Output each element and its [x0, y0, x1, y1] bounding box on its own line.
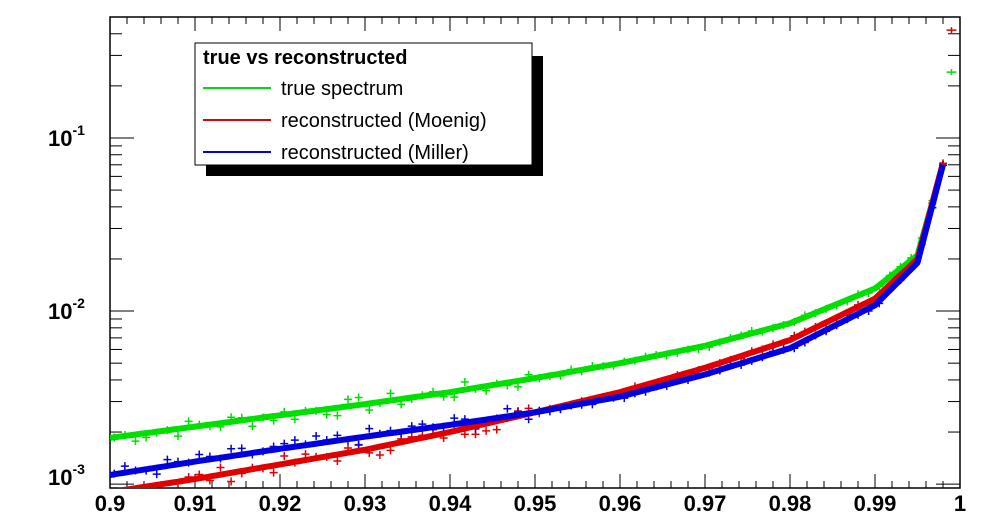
data-point [514, 382, 522, 391]
data-point [248, 422, 257, 431]
data-point [354, 393, 363, 402]
data-point [184, 417, 193, 426]
data-point [386, 446, 395, 455]
data-point [503, 404, 512, 413]
data-point [450, 414, 459, 423]
data-point [333, 456, 342, 465]
data-point [269, 468, 278, 477]
data-point [386, 389, 395, 398]
y-tick-label: 10-3 [48, 461, 85, 490]
y-tick-label: 10-1 [48, 122, 85, 151]
data-point [354, 440, 363, 449]
x-tick-label: 0.98 [769, 491, 812, 516]
x-tick-label: 0.9 [95, 491, 126, 516]
x-tick-label: 1 [954, 491, 966, 516]
data-point [301, 450, 310, 459]
data-point [375, 450, 384, 459]
x-tick-labels: 0.9 0.91 0.92 0.93 0.94 0.95 0.96 0.97 0.98 0.99 1 [95, 491, 966, 516]
edge-marker [946, 27, 957, 34]
y-tick-label: 10-2 [48, 295, 85, 324]
data-point [290, 436, 299, 445]
data-point [312, 431, 321, 440]
data-point [492, 425, 501, 434]
series-lines [110, 161, 946, 488]
data-point [131, 437, 140, 446]
x-tick-label: 0.99 [854, 491, 897, 516]
data-point [195, 450, 204, 459]
legend-label: reconstructed (Miller) [281, 142, 469, 164]
x-tick-label: 0.95 [514, 491, 557, 516]
data-point [174, 432, 182, 441]
data-point [227, 477, 236, 486]
edge-marker [946, 69, 957, 76]
data-point [460, 378, 469, 387]
data-point [333, 411, 342, 420]
y-tick-exponent: -2 [72, 295, 85, 311]
y-tick-exponent: -1 [72, 122, 85, 138]
x-tick-label: 0.97 [684, 491, 727, 516]
legend-label: reconstructed (Moenig) [281, 110, 487, 132]
x-tick-label: 0.91 [174, 491, 217, 516]
data-point [237, 444, 246, 453]
legend: true vs reconstructed true spectrum recon… [194, 42, 543, 176]
data-point [365, 406, 374, 415]
legend-label: true spectrum [281, 78, 403, 100]
data-point [216, 463, 225, 472]
y-tick-labels: 10-3 10-2 10-1 [48, 122, 85, 490]
x-tick-label: 0.96 [599, 491, 642, 516]
data-point [120, 462, 129, 471]
y-tick-exponent: -3 [72, 461, 85, 477]
data-point [163, 455, 172, 464]
data-point [152, 470, 161, 479]
x-tick-label: 0.93 [344, 491, 387, 516]
data-point [344, 395, 352, 404]
x-tick-label: 0.92 [259, 491, 302, 516]
data-point [290, 415, 299, 424]
data-point [365, 424, 374, 433]
data-point [482, 426, 491, 435]
data-point [280, 451, 289, 460]
x-tick-label: 0.94 [429, 491, 473, 516]
series-line [110, 164, 946, 478]
legend-box [194, 42, 533, 166]
legend-title: true vs reconstructed [203, 47, 408, 69]
data-point [227, 444, 236, 453]
series-line [110, 163, 946, 441]
